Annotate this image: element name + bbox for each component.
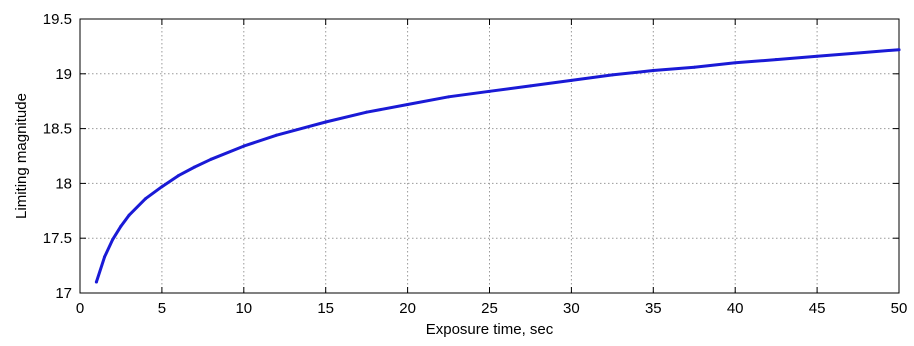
- x-tick-label: 35: [645, 300, 662, 317]
- grid-lines: [80, 19, 899, 293]
- y-tick-label: 18: [55, 175, 72, 192]
- data-point: [160, 185, 164, 189]
- data-point: [103, 255, 107, 259]
- x-tick-label: 50: [891, 300, 908, 317]
- y-tick-label: 19.5: [43, 11, 72, 28]
- data-point: [242, 144, 246, 148]
- data-point: [406, 102, 410, 106]
- axes-frame: [79, 18, 900, 294]
- x-tick-label: 20: [399, 300, 416, 317]
- x-tick-labels: 0 5 10 15 20 25 30 35 40 45 50: [76, 300, 908, 317]
- data-point: [815, 54, 819, 58]
- data-point: [447, 95, 451, 99]
- data-point: [856, 51, 860, 55]
- data-point: [733, 61, 737, 65]
- x-tick-label: 15: [317, 300, 334, 317]
- x-tick-label: 0: [76, 300, 84, 317]
- data-point: [119, 224, 123, 228]
- data-point: [209, 157, 213, 161]
- data-point: [651, 69, 655, 73]
- data-point: [324, 120, 328, 124]
- x-tick-label: 5: [158, 300, 166, 317]
- data-point: [569, 78, 573, 82]
- x-axis-label: Exposure time, sec: [426, 321, 554, 338]
- series-group: [94, 48, 901, 284]
- data-point: [111, 237, 115, 241]
- data-point: [127, 213, 131, 217]
- data-point: [774, 58, 778, 62]
- x-tick-label: 45: [809, 300, 826, 317]
- y-tick-label: 19: [55, 66, 72, 83]
- x-tick-label: 30: [563, 300, 580, 317]
- data-point: [692, 65, 696, 69]
- x-tick-label: 10: [235, 300, 252, 317]
- y-axis-label: Limiting magnitude: [13, 93, 30, 219]
- data-point: [275, 133, 279, 137]
- data-point: [94, 280, 98, 284]
- data-point: [365, 110, 369, 114]
- data-point: [610, 73, 614, 77]
- data-point: [193, 165, 197, 169]
- y-tick-label: 18.5: [43, 121, 72, 138]
- y-tick-label: 17.5: [43, 230, 72, 247]
- data-point: [897, 48, 901, 52]
- data-point: [144, 197, 148, 201]
- data-point: [176, 174, 180, 178]
- x-tick-label: 25: [481, 300, 498, 317]
- y-tick-label: 17: [55, 285, 72, 302]
- y-tick-labels: 17 17.5 18 18.5 19 19.5: [43, 11, 72, 302]
- data-point: [528, 84, 532, 88]
- x-tick-label: 40: [727, 300, 744, 317]
- data-point: [488, 89, 491, 93]
